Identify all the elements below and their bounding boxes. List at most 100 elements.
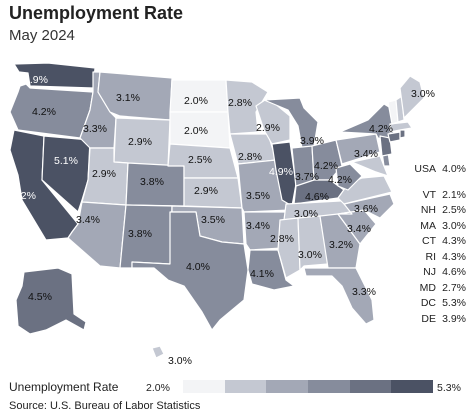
label-nm: 3.8% bbox=[128, 228, 152, 240]
state-ct[interactable] bbox=[387, 131, 401, 143]
label-wv: 4.2% bbox=[328, 174, 352, 186]
label-al: 3.0% bbox=[298, 249, 322, 261]
label-tn: 3.0% bbox=[294, 208, 318, 220]
label-ms: 2.8% bbox=[270, 233, 294, 245]
legend-color-scale bbox=[183, 380, 434, 393]
state-mn[interactable] bbox=[225, 79, 269, 135]
side-row-de: DE 3.9% bbox=[410, 312, 466, 328]
state-ga[interactable] bbox=[319, 213, 361, 269]
state-me[interactable] bbox=[399, 75, 425, 119]
legend-min: 2.0% bbox=[146, 382, 170, 394]
label-ga: 3.2% bbox=[329, 239, 353, 251]
side-value: 2.1% bbox=[442, 188, 466, 201]
legend-swatch bbox=[308, 380, 350, 393]
label-oh: 4.2% bbox=[314, 160, 338, 172]
legend-swatch bbox=[183, 380, 225, 393]
side-value: 2.5% bbox=[442, 204, 466, 216]
state-md[interactable] bbox=[351, 155, 389, 177]
state-ny[interactable] bbox=[339, 103, 395, 141]
label-pa: 3.4% bbox=[354, 148, 378, 160]
label-co: 3.8% bbox=[140, 176, 164, 188]
label-hi: 3.0% bbox=[168, 355, 192, 367]
state-nj[interactable] bbox=[379, 135, 393, 157]
label-me: 3.0% bbox=[411, 88, 435, 100]
legend-max: 5.3% bbox=[437, 382, 461, 394]
label-ia: 2.8% bbox=[238, 151, 262, 163]
side-row-nh: NH 2.5% bbox=[410, 203, 466, 219]
page-subtitle: May 2024 bbox=[9, 27, 75, 44]
label-ca: 5.2% bbox=[12, 190, 36, 202]
legend-swatch bbox=[349, 380, 392, 393]
side-value: 5.3% bbox=[442, 297, 466, 309]
side-row-dc: DC 5.3% bbox=[410, 296, 466, 312]
label-ny: 4.2% bbox=[369, 123, 393, 135]
state-fl[interactable] bbox=[303, 267, 375, 325]
side-row-md: MD 2.7% bbox=[410, 281, 466, 297]
side-state-list: USA 4.0% VT 2.1% NH 2.5% MA 3.0% CT 4.3% RI 4… bbox=[410, 162, 466, 327]
side-row-nj: NJ 4.6% bbox=[410, 265, 466, 281]
label-sd: 2.0% bbox=[184, 125, 208, 137]
side-row-vt: VT 2.1% bbox=[410, 188, 466, 204]
label-ne: 2.5% bbox=[188, 154, 212, 166]
state-pa[interactable] bbox=[335, 133, 381, 165]
state-tx[interactable] bbox=[131, 211, 249, 331]
side-row-ri: RI 4.3% bbox=[410, 250, 467, 266]
state-wa[interactable] bbox=[13, 62, 96, 89]
state-ma[interactable] bbox=[389, 121, 413, 133]
side-abbr: MA bbox=[420, 219, 436, 232]
label-ok: 3.5% bbox=[201, 214, 225, 226]
legend-swatch bbox=[224, 380, 267, 393]
side-abbr: RI bbox=[425, 250, 437, 263]
label-la: 4.1% bbox=[250, 268, 274, 280]
side-abbr: NJ bbox=[423, 266, 436, 278]
label-in: 3.7% bbox=[295, 171, 319, 183]
state-al[interactable] bbox=[297, 215, 329, 271]
label-ar: 3.4% bbox=[246, 220, 270, 232]
state-ms[interactable] bbox=[277, 217, 301, 279]
usa-row: USA 4.0% bbox=[410, 162, 466, 178]
label-mo: 3.5% bbox=[246, 190, 270, 202]
side-value: 4.3% bbox=[442, 250, 466, 263]
state-wi[interactable] bbox=[255, 97, 291, 145]
side-abbr: DE bbox=[421, 312, 436, 325]
label-sc: 3.4% bbox=[347, 223, 371, 235]
side-row-ct: CT 4.3% bbox=[410, 234, 466, 250]
state-nc[interactable] bbox=[337, 193, 395, 219]
label-ut: 2.9% bbox=[92, 168, 116, 180]
state-ak[interactable] bbox=[15, 267, 87, 335]
state-ar[interactable] bbox=[243, 211, 287, 251]
side-value: 4.6% bbox=[442, 266, 466, 278]
state-ri[interactable] bbox=[399, 129, 406, 139]
side-abbr: VT bbox=[422, 188, 436, 201]
side-value: 2.7% bbox=[442, 281, 466, 294]
legend-swatch bbox=[266, 380, 309, 393]
label-mt: 3.1% bbox=[116, 92, 140, 104]
label-wi: 2.9% bbox=[256, 122, 280, 134]
label-mi: 3.9% bbox=[300, 135, 324, 147]
label-nc: 3.6% bbox=[354, 203, 378, 215]
label-il: 4.9% bbox=[269, 166, 293, 178]
label-nd: 2.0% bbox=[184, 95, 208, 107]
label-ks: 2.9% bbox=[194, 185, 218, 197]
label-wa: 4.9% bbox=[24, 74, 48, 86]
usa-label: USA bbox=[414, 163, 436, 175]
side-value: 3.0% bbox=[442, 219, 466, 232]
state-mt[interactable] bbox=[97, 71, 173, 121]
side-abbr: CT bbox=[422, 235, 436, 247]
legend-label: Unemployment Rate bbox=[9, 380, 119, 394]
side-abbr: NH bbox=[420, 204, 436, 216]
label-ak: 4.5% bbox=[28, 291, 52, 303]
label-id: 3.3% bbox=[83, 123, 107, 135]
legend-swatch bbox=[391, 380, 434, 393]
side-value: 4.3% bbox=[442, 235, 466, 247]
side-abbr: MD bbox=[419, 281, 436, 294]
state-wv[interactable] bbox=[335, 163, 363, 191]
state-az[interactable] bbox=[67, 201, 127, 269]
source-note: Source: U.S. Bureau of Labor Statistics bbox=[9, 400, 201, 412]
state-hi[interactable] bbox=[151, 345, 165, 359]
label-fl: 3.3% bbox=[352, 286, 376, 298]
side-row-ma: MA 3.0% bbox=[410, 219, 466, 235]
usa-value: 4.0% bbox=[442, 163, 466, 175]
label-tx: 4.0% bbox=[186, 261, 210, 273]
